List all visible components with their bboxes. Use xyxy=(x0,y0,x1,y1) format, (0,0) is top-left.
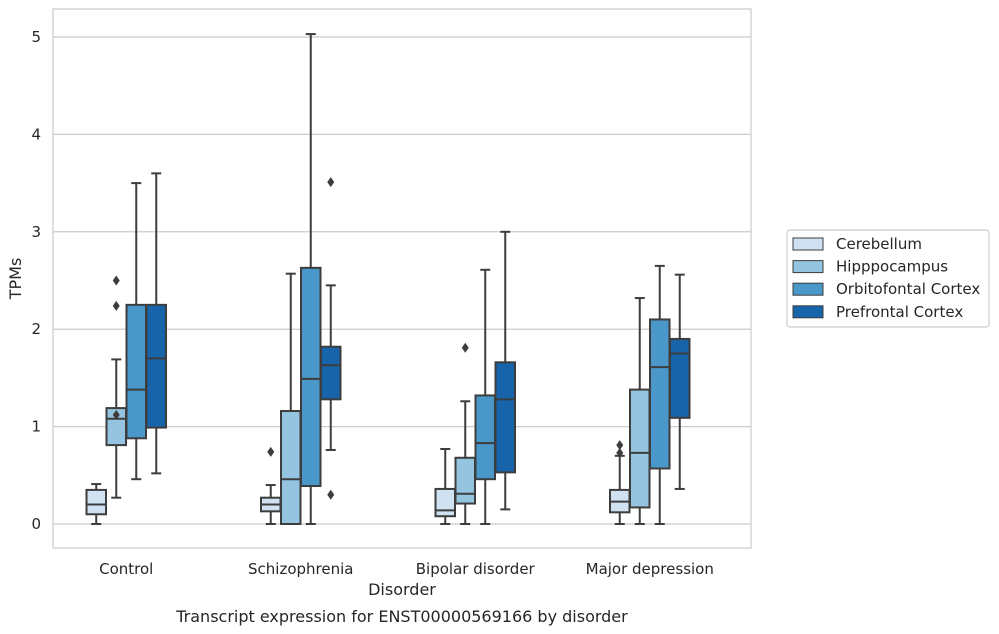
box-iqr xyxy=(649,318,671,470)
legend-label: Cerebellum xyxy=(836,235,922,253)
legend-label: Hipppocampus xyxy=(836,258,948,276)
box-prefrontal-cortex xyxy=(494,230,516,511)
box-cerebellum xyxy=(85,483,107,525)
chart-title: Transcript expression for ENST0000056916… xyxy=(175,607,628,626)
y-tick-label: 5 xyxy=(31,28,41,46)
y-tick-label: 2 xyxy=(31,320,41,338)
y-tick-label: 3 xyxy=(31,223,41,241)
box-iqr xyxy=(320,345,342,401)
box-orbitofontal-cortex xyxy=(649,264,671,525)
box-iqr xyxy=(629,388,651,509)
boxes xyxy=(85,33,691,525)
outlier-point xyxy=(112,409,120,420)
y-tick-label: 0 xyxy=(31,515,41,533)
x-tick-label: Control xyxy=(99,560,153,578)
outlier-point xyxy=(616,447,624,458)
box-iqr xyxy=(300,266,322,488)
legend-swatch xyxy=(792,237,824,251)
box-cerebellum xyxy=(434,448,456,525)
legend-label: Prefrontal Cortex xyxy=(836,303,963,321)
gridlines xyxy=(53,36,751,525)
legend-frame xyxy=(786,229,990,328)
outlier-point xyxy=(327,489,335,500)
plot-area-frame xyxy=(52,8,752,549)
outlier-point xyxy=(327,177,335,188)
outlier-point xyxy=(461,342,469,353)
box-orbitofontal-cortex xyxy=(474,268,496,525)
box-iqr xyxy=(280,410,302,525)
box-iqr xyxy=(454,456,476,505)
legend-swatch xyxy=(792,260,824,274)
box-iqr xyxy=(85,488,107,516)
legend-swatch xyxy=(792,282,824,296)
box-prefrontal-cortex xyxy=(669,273,691,490)
box-iqr xyxy=(669,337,691,419)
legend: Cerebellum Hipppocampus Orbitofontal Corte… xyxy=(786,229,990,328)
x-tick-label: Major depression xyxy=(586,560,714,578)
box-hipppocampus xyxy=(454,342,476,525)
y-tick-labels: 0 1 2 3 4 5 xyxy=(31,28,41,533)
outlier-point xyxy=(112,275,120,286)
box-iqr xyxy=(125,303,147,440)
y-tick-label: 1 xyxy=(31,418,41,436)
box-iqr xyxy=(145,303,167,429)
x-tick-labels: Control Schizophrenia Bipolar disorder Majo… xyxy=(99,560,714,578)
y-tick-label: 4 xyxy=(31,125,41,143)
box-prefrontal-cortex xyxy=(320,177,342,500)
x-tick-label: Schizophrenia xyxy=(248,560,353,578)
box-prefrontal-cortex xyxy=(145,172,167,475)
y-axis-label: TPMs xyxy=(6,258,25,301)
box-iqr xyxy=(474,394,496,481)
box-iqr xyxy=(434,487,456,518)
outlier-point xyxy=(112,300,120,311)
legend-label: Orbitofontal Cortex xyxy=(836,280,980,298)
x-tick-label: Bipolar disorder xyxy=(416,560,536,578)
legend-swatch xyxy=(792,305,824,319)
outlier-point xyxy=(616,440,624,451)
outlier-point xyxy=(267,446,275,457)
box-iqr xyxy=(494,361,516,474)
x-axis-label: Disorder xyxy=(368,580,436,599)
